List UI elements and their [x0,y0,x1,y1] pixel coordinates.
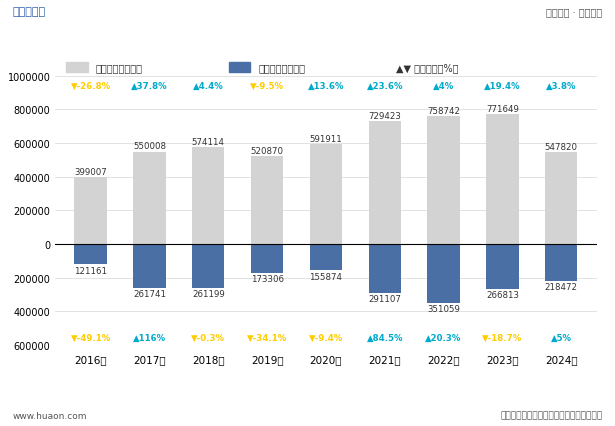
Bar [486,245,518,289]
Text: 520870: 520870 [251,147,284,156]
Bar [545,153,577,245]
Text: ▲84.5%: ▲84.5% [367,333,403,342]
Text: 550008: 550008 [133,142,166,151]
Bar [486,115,518,245]
Text: ▼-9.5%: ▼-9.5% [250,82,284,91]
Text: ▲5%: ▲5% [551,333,572,342]
Text: ▼-49.1%: ▼-49.1% [71,333,111,342]
Bar [368,122,401,245]
Text: ▲23.6%: ▲23.6% [367,82,403,91]
Bar [192,245,224,288]
Text: 729423: 729423 [368,112,401,121]
Text: ▲19.4%: ▲19.4% [484,82,521,91]
Bar [66,63,88,73]
Text: 261741: 261741 [133,290,166,299]
Bar [133,152,165,245]
Text: ▲13.6%: ▲13.6% [308,82,344,91]
Text: 291107: 291107 [368,295,401,304]
Text: ▲4%: ▲4% [433,82,454,91]
Text: 574114: 574114 [192,138,225,147]
Text: ▼-9.4%: ▼-9.4% [309,333,343,342]
Bar [133,245,165,288]
Text: 2016-2024年10月贵州省(境内目的地/货源地)进、出口额: 2016-2024年10月贵州省(境内目的地/货源地)进、出口额 [159,34,456,49]
Text: 266813: 266813 [486,291,519,299]
Bar [310,245,342,271]
Text: 758742: 758742 [427,107,460,116]
Bar [368,245,401,293]
Text: 121161: 121161 [74,266,107,275]
Text: 数据来源：中国海关，华经产业研究院整理: 数据来源：中国海关，华经产业研究院整理 [501,411,603,420]
Text: 专业严谨 · 客观科学: 专业严谨 · 客观科学 [547,7,603,17]
Text: 547820: 547820 [545,142,577,151]
Text: 351059: 351059 [427,305,460,314]
Text: ▲3.8%: ▲3.8% [546,82,576,91]
Bar [427,245,460,303]
Bar [310,145,342,245]
Text: ▲37.8%: ▲37.8% [131,82,168,91]
Bar [192,148,224,245]
Bar [427,117,460,245]
Text: ▲116%: ▲116% [133,333,166,342]
Text: ▼-26.8%: ▼-26.8% [71,82,111,91]
Text: ▼-0.3%: ▼-0.3% [191,333,225,342]
Bar [545,245,577,281]
Bar [74,245,107,265]
Text: ▼-18.7%: ▼-18.7% [482,333,523,342]
Text: 出口额（万美元）: 出口额（万美元） [96,63,143,73]
Text: 173306: 173306 [251,275,284,284]
Text: 261199: 261199 [192,290,224,299]
Text: ▲▼ 同比增长（%）: ▲▼ 同比增长（%） [396,63,459,73]
Text: ▲20.3%: ▲20.3% [426,333,462,342]
Text: 华经情报网: 华经情报网 [12,7,46,17]
Text: ▲4.4%: ▲4.4% [193,82,224,91]
Text: www.huaon.com: www.huaon.com [12,411,87,420]
Bar [229,63,250,73]
Text: 进口额（万美元）: 进口额（万美元） [258,63,305,73]
Text: 155874: 155874 [309,272,343,281]
Text: 399007: 399007 [74,167,107,176]
Text: 771649: 771649 [486,105,519,114]
Text: 591911: 591911 [309,135,343,144]
Bar [251,245,284,273]
Text: 218472: 218472 [545,282,577,291]
Bar [251,157,284,245]
Text: ▼-34.1%: ▼-34.1% [247,333,287,342]
Bar [74,178,107,245]
